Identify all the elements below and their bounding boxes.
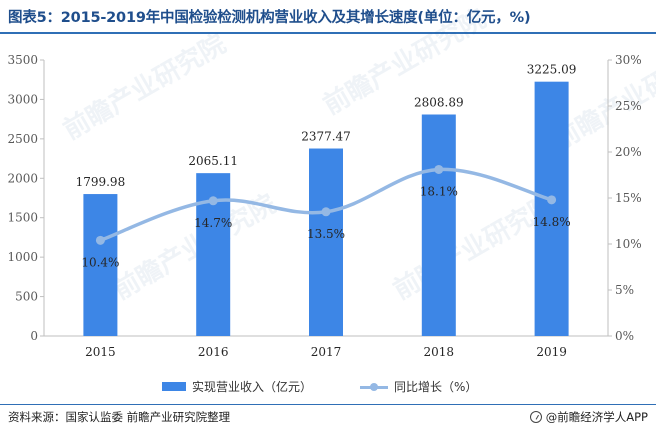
x-axis-tick-label: 2018: [424, 345, 455, 359]
growth-point: [321, 207, 331, 217]
left-axis-tick-label: 2000: [7, 171, 38, 185]
growth-value-label: 18.1%: [420, 184, 458, 198]
chart-title: 图表5：2015-2019年中国检验检测机构营业收入及其增长速度(单位：亿元，%…: [8, 10, 531, 26]
legend-label-growth: 同比增长（%）: [394, 380, 478, 394]
bar-value-label: 2065.11: [188, 154, 238, 168]
x-axis-tick-label: 2019: [536, 345, 567, 359]
legend-label-revenue: 实现营业收入（亿元）: [192, 380, 313, 394]
bar-value-label: 2808.89: [414, 95, 464, 109]
growth-value-label: 13.5%: [307, 227, 345, 241]
watermark-text: 前瞻产业研究院: [58, 28, 231, 146]
right-axis-tick-label: 0%: [615, 329, 634, 343]
left-axis-tick-label: 500: [15, 290, 38, 304]
x-axis-tick-label: 2016: [198, 345, 229, 359]
growth-point: [208, 196, 218, 206]
chart-legend: 实现营业收入（亿元） 同比增长（%）: [0, 378, 656, 394]
bar: [309, 148, 343, 336]
title-divider: [0, 32, 656, 34]
growth-value-label: 10.4%: [81, 255, 119, 269]
legend-line-swatch: [360, 382, 388, 392]
x-axis-tick-label: 2015: [85, 345, 116, 359]
growth-point: [95, 235, 105, 245]
brand-text: @前瞻经济学人APP: [545, 410, 648, 424]
right-axis-tick-label: 10%: [615, 237, 642, 251]
bar-value-label: 2377.47: [301, 130, 351, 144]
brand-logo-icon: [529, 411, 542, 423]
left-axis-tick-label: 1000: [7, 250, 38, 264]
bar: [534, 81, 569, 336]
growth-value-label: 14.7%: [194, 216, 232, 230]
legend-bar-swatch: [162, 382, 186, 391]
right-axis-tick-label: 5%: [615, 283, 634, 297]
growth-value-label: 14.8%: [533, 215, 571, 229]
left-axis-tick-label: 0: [30, 329, 38, 343]
watermark-text: 前瞻产业研究院: [318, 3, 491, 121]
footer-divider: [0, 404, 656, 405]
bar: [421, 114, 456, 336]
source-note: 资料来源：国家认监委 前瞻产业研究院整理: [8, 410, 231, 424]
legend-item-growth: 同比增长（%）: [360, 378, 477, 395]
left-axis-tick-label: 2500: [7, 132, 38, 146]
bar-value-label: 1799.98: [76, 175, 126, 189]
brand-credit: @前瞻经济学人APP: [529, 409, 648, 425]
legend-item-revenue: 实现营业收入（亿元）: [162, 378, 312, 395]
left-axis-tick-label: 3500: [7, 53, 38, 67]
right-axis-tick-label: 15%: [615, 191, 642, 205]
bar: [83, 194, 118, 336]
growth-point: [434, 164, 444, 174]
right-axis-tick-label: 25%: [615, 99, 642, 113]
left-axis-tick-label: 1500: [7, 211, 38, 225]
right-axis-tick-label: 20%: [615, 145, 642, 159]
right-axis-tick-label: 30%: [615, 53, 642, 67]
left-axis-tick-label: 3000: [7, 92, 38, 106]
bar-value-label: 3225.09: [527, 63, 577, 77]
growth-point: [547, 195, 557, 205]
x-axis-tick-label: 2017: [311, 345, 342, 359]
